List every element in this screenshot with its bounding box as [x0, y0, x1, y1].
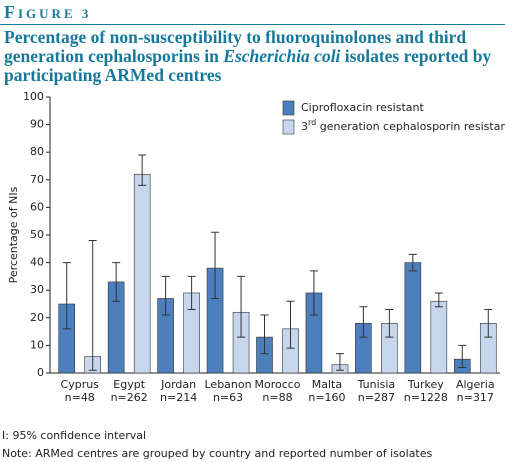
error-bar	[62, 262, 71, 330]
error-bar	[408, 253, 417, 272]
y-tick-label: 10	[30, 338, 44, 351]
error-bar	[161, 275, 170, 316]
error-bar	[458, 344, 467, 368]
x-tick-count: n=287	[358, 391, 395, 404]
bar	[133, 173, 151, 374]
x-tick-count: n=160	[308, 391, 345, 404]
bar	[404, 262, 422, 374]
x-tick-count: n=317	[457, 391, 494, 404]
y-tick-label: 20	[30, 311, 44, 324]
y-axis-label: Percentage of NIs	[7, 186, 20, 283]
legend-label: 3rd generation cephalosporin resistant	[301, 118, 505, 133]
x-tick-count: n=63	[213, 391, 243, 404]
y-tick-label: 40	[30, 256, 44, 269]
x-tick-label: Jordan	[160, 378, 196, 391]
error-bar	[88, 240, 97, 371]
error-bar	[211, 231, 220, 299]
error-bar	[434, 292, 443, 308]
y-tick-label: 0	[37, 366, 44, 379]
x-tick-count: n=214	[160, 391, 197, 404]
x-tick-label: Algeria	[456, 378, 495, 391]
y-tick-label: 80	[30, 145, 44, 158]
y-tick-label: 50	[30, 228, 44, 241]
x-tick-label: Lebanon	[205, 378, 252, 391]
legend-label: Ciprofloxacin resistant	[301, 101, 424, 114]
y-tick-label: 90	[30, 118, 44, 131]
title-part: isolates reported by participating ARMed…	[4, 46, 492, 85]
x-tick-label: Egypt	[113, 378, 145, 391]
error-bar	[309, 270, 318, 316]
error-bar	[484, 309, 493, 338]
footnote: Note: ARMed centres are grouped by count…	[2, 447, 433, 460]
error-bar	[359, 306, 368, 338]
bar	[430, 300, 448, 374]
chart-title: Percentage of non-susceptibility to fluo…	[4, 28, 502, 85]
x-tick-label: Turkey	[407, 378, 444, 391]
figure-label: FIGURE 3	[4, 2, 92, 22]
x-tick-count: n=88	[262, 391, 292, 404]
title-part: Percentage of non-susceptibility to fluo…	[4, 27, 467, 66]
y-tick-label: 30	[30, 283, 44, 296]
header-rule	[0, 24, 505, 25]
title-italic: Escherichia coli	[223, 46, 341, 66]
legend-swatch	[282, 100, 295, 116]
error-bar	[335, 353, 344, 371]
error-bar	[260, 314, 269, 355]
legend-swatch	[282, 119, 295, 135]
error-bar	[385, 309, 394, 338]
error-bar	[237, 275, 246, 338]
error-bar	[138, 154, 147, 186]
x-tick-count: n=48	[65, 391, 95, 404]
error-bar	[112, 262, 121, 302]
x-tick-label: Tunisia	[357, 378, 396, 391]
y-tick-label: 60	[30, 200, 44, 213]
error-bar	[187, 275, 196, 311]
y-tick-label: 70	[30, 173, 44, 186]
x-tick-label: Cyprus	[61, 378, 100, 391]
error-bar	[286, 300, 295, 349]
x-tick-label: Morocco	[254, 378, 300, 391]
x-tick-count: n=262	[111, 391, 148, 404]
x-tick-label: Malta	[312, 378, 342, 391]
footnote: I: 95% confidence interval	[2, 429, 146, 442]
y-tick-label: 100	[23, 90, 44, 103]
x-tick-count: n=1228	[404, 391, 448, 404]
